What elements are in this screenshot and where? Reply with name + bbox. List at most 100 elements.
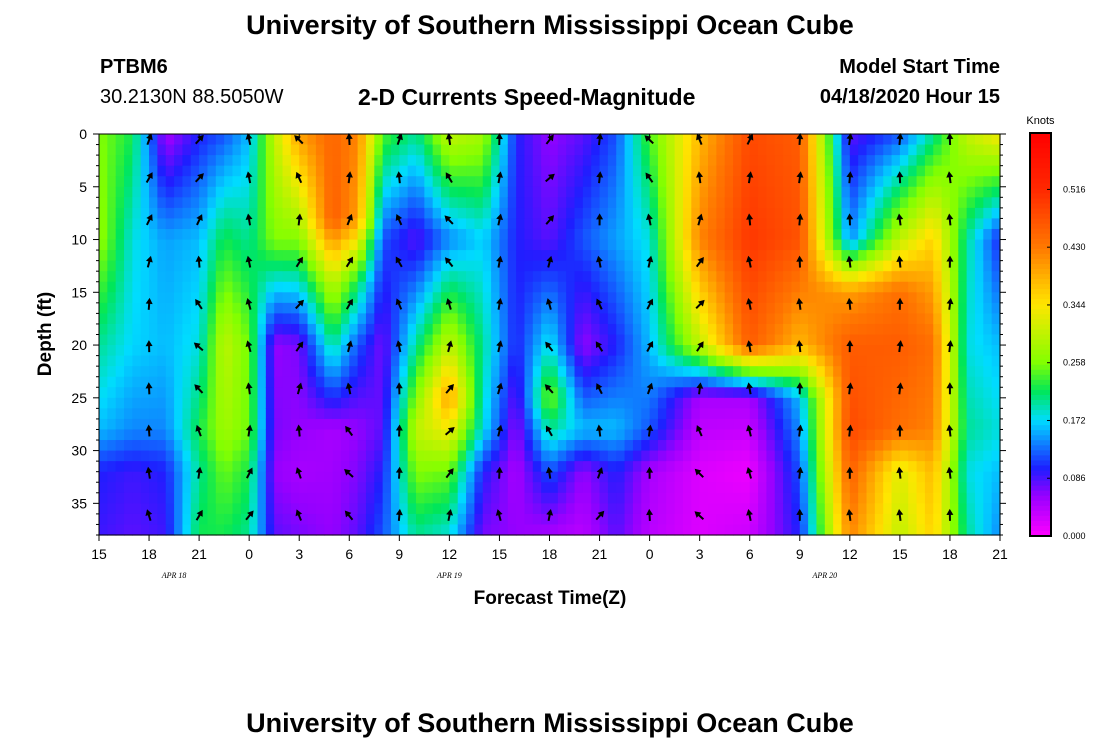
heat-cell [983,345,993,357]
heat-cell [657,323,667,336]
heat-cell [174,239,184,251]
heat-cell [232,281,242,293]
heat-cell [908,271,918,283]
heat-cell [157,228,167,241]
heat-cell [124,524,133,536]
heat-cell [591,450,601,462]
heat-cell [374,134,384,146]
heat-cell [966,503,976,515]
heat-cell [716,355,726,367]
heat-cell [749,302,759,314]
heat-cell [974,134,984,146]
heat-cell [799,376,809,388]
heat-cell [507,207,517,220]
heat-cell [365,492,375,504]
heat-cell [908,334,918,346]
heat-cell [357,281,367,293]
heat-cell [340,302,350,314]
heat-cell [682,492,692,504]
heat-cell [482,197,492,209]
heat-cell [641,271,651,283]
heat-cell [849,260,859,272]
heat-cell [224,513,234,526]
heat-cell [157,186,167,198]
heat-cell [182,387,192,399]
heat-cell [224,450,234,462]
heat-cell [290,482,300,494]
colorbar-segment [1030,530,1051,537]
heat-cell [282,397,292,409]
heat-cell [749,292,759,304]
heat-cell [632,408,642,420]
heat-cell [666,513,676,526]
heat-cell [649,524,659,536]
heat-cell [190,250,200,262]
heat-cell [941,482,951,494]
heat-cell [716,450,726,462]
heat-cell [516,429,526,441]
heat-cell [599,450,609,462]
heat-cell [891,302,901,314]
heat-cell [649,513,659,526]
heat-cell [924,345,934,357]
heat-cell [157,482,167,494]
heat-cell [416,176,425,188]
heat-cell [157,218,167,230]
heat-cell [349,302,359,314]
heat-cell [557,440,567,452]
heat-cell [349,186,359,198]
heat-cell [132,366,142,378]
heat-cell [833,302,843,314]
heat-cell [507,281,517,293]
x-tick-label: 6 [345,546,353,562]
heat-cell [966,155,976,167]
heat-cell [758,313,767,325]
heat-cell [174,334,184,346]
heat-cell [708,366,717,378]
heat-cell [340,334,350,346]
heat-cell [516,176,526,188]
heat-cell [824,197,834,209]
heat-cell [808,144,818,156]
heat-cell [574,218,584,230]
heat-cell [649,397,659,409]
heat-cell [299,323,309,336]
heat-cell [491,366,501,378]
heat-cell [682,250,692,262]
heat-cell [349,334,359,346]
heat-cell [866,281,876,293]
heat-cell [657,260,667,272]
heat-cell [124,323,133,336]
current-arrow [395,171,403,184]
heat-cell [833,418,843,431]
heat-cell [774,165,784,177]
heat-cell [174,376,184,388]
heat-cell [791,197,801,209]
heat-cell [491,471,501,483]
heat-cell [407,218,417,230]
heat-cell [507,355,517,367]
heat-cell [824,408,834,420]
heat-cell [399,144,409,156]
heat-cell [357,387,367,399]
heat-cell [499,134,509,146]
heat-cell [891,155,901,167]
heat-cell [557,334,567,346]
heat-cell [641,323,651,336]
heat-cell [466,397,476,409]
heat-cell [949,345,959,357]
heat-cell [733,524,742,536]
heat-cell [382,260,392,272]
heat-cell [357,165,367,177]
heat-cell [749,165,759,177]
heat-cell [858,334,868,346]
heat-cell [899,292,909,304]
heat-cell [240,482,250,494]
heat-cell [657,271,667,283]
heat-cell [666,366,676,378]
heat-cell [974,334,984,346]
heat-cell [491,482,501,494]
heat-cell [324,165,334,177]
heat-cell [307,218,317,230]
heat-cell [149,134,158,146]
